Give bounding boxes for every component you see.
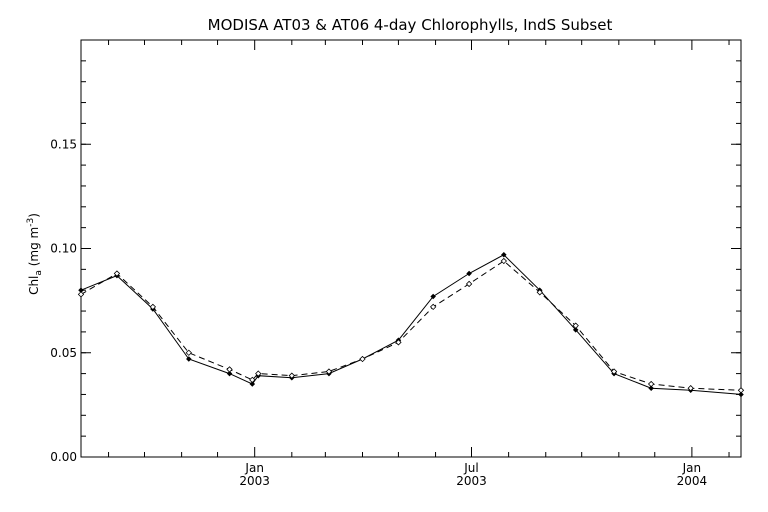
data-point-dashed — [185, 349, 192, 356]
data-point-solid — [572, 327, 579, 333]
data-point-solid — [249, 381, 256, 387]
series-line-solid — [80, 254, 742, 395]
data-point-dashed — [226, 366, 233, 373]
data-point-dashed — [536, 289, 543, 296]
data-point-solid — [186, 356, 192, 362]
data-point-dashed — [647, 380, 655, 388]
data-point-dashed — [465, 280, 473, 288]
y-axis-label: Chla (mg m-3) — [26, 213, 44, 295]
data-point-solid — [648, 385, 654, 391]
data-point-solid — [738, 391, 744, 398]
data-point-dashed — [249, 376, 256, 384]
data-point-dashed — [149, 303, 157, 311]
plot-frame — [80, 39, 742, 458]
data-point-dashed — [572, 322, 579, 329]
data-point-dashed — [610, 368, 618, 375]
data-point-dashed — [359, 355, 366, 363]
chart-title: MODISA AT03 & AT06 4-day Chlorophylls, I… — [208, 16, 613, 34]
data-point-solid — [501, 251, 507, 258]
data-point-dashed — [255, 370, 262, 377]
data-point-dashed — [113, 270, 121, 277]
x-tick-year: 2003 — [239, 474, 270, 488]
data-point-solid — [430, 293, 436, 300]
data-point-dashed — [288, 372, 295, 379]
series-line-dashed — [80, 260, 742, 391]
data-point-dashed — [325, 368, 333, 375]
plot-area — [77, 251, 745, 398]
x-tick-month: Jan — [682, 461, 702, 475]
y-tick-label: 0.15 — [50, 137, 77, 151]
data-point-dashed — [429, 303, 437, 311]
x-tick-month: Jul — [463, 461, 478, 475]
x-tick-year: 2003 — [456, 474, 487, 488]
x-tick-month: Jan — [244, 461, 264, 475]
data-point-dashed — [687, 385, 694, 392]
data-point-solid — [226, 370, 233, 377]
y-tick-label: 0.00 — [50, 450, 77, 464]
data-point-dashed — [395, 339, 402, 346]
data-point-dashed — [737, 387, 745, 394]
data-point-solid — [466, 270, 472, 277]
data-point-dashed — [77, 291, 85, 298]
x-tick-year: 2004 — [677, 474, 708, 488]
y-tick-label: 0.05 — [50, 346, 77, 360]
data-point-dashed — [500, 257, 507, 265]
y-tick-label: 0.10 — [50, 242, 77, 256]
